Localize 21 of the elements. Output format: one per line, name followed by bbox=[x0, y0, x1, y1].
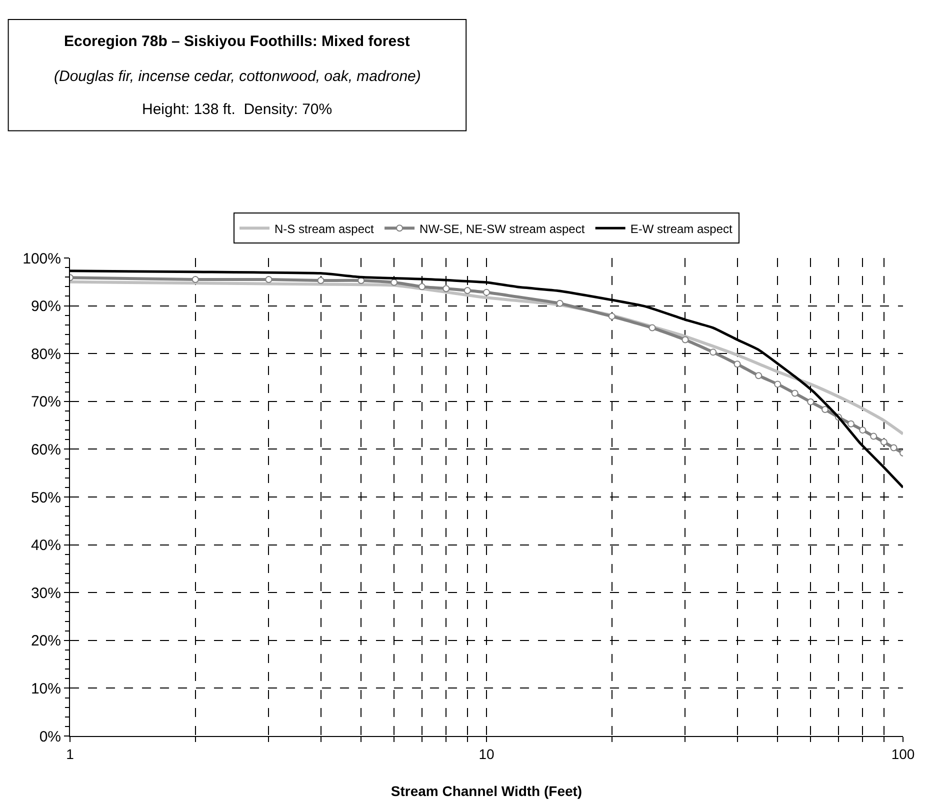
text: Height: 138 ft. Density: 70% bbox=[142, 101, 332, 118]
y-tick-label: 50% bbox=[30, 489, 61, 506]
legend-label: NW-SE, NE-SW stream aspect bbox=[420, 222, 586, 236]
x-tick-label: 1 bbox=[66, 746, 74, 762]
y-tick-label: 40% bbox=[30, 537, 61, 554]
y-tick-label: 10% bbox=[30, 680, 61, 698]
x-tick-label: 10 bbox=[478, 746, 494, 762]
y-tick-label: 80% bbox=[30, 346, 61, 363]
y-tick-label: 100% bbox=[22, 250, 61, 268]
y-tick-label: 30% bbox=[30, 584, 61, 602]
y-tick-label: 60% bbox=[30, 441, 61, 458]
legend-label: N-S stream aspect bbox=[274, 222, 375, 236]
y-tick-label: 0% bbox=[39, 728, 61, 746]
x-tick-label: 100 bbox=[891, 746, 915, 762]
y-tick-label: 70% bbox=[30, 394, 61, 411]
x-axis-title: Stream Channel Width (Feet) bbox=[390, 783, 582, 800]
y-tick-label: 20% bbox=[30, 632, 61, 650]
legend-label: E-W stream aspect bbox=[630, 222, 734, 236]
chart-subtitle: (Douglas fir, incense cedar, cottonwood, oak, madrone) bbox=[54, 68, 421, 85]
chart-title: Ecoregion 78b – Siskiyou Foothills: Mixed forest bbox=[64, 33, 410, 50]
y-tick-label: 90% bbox=[30, 298, 61, 316]
